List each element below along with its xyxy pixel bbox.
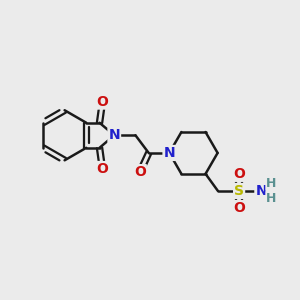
Text: O: O [233, 167, 245, 181]
Text: O: O [233, 201, 245, 215]
Text: N: N [255, 184, 267, 198]
Text: N: N [108, 128, 120, 142]
Text: O: O [97, 94, 108, 109]
Text: O: O [134, 165, 146, 179]
Text: S: S [234, 184, 244, 198]
Text: H: H [266, 192, 277, 205]
Text: O: O [97, 162, 108, 176]
Text: H: H [266, 177, 277, 190]
Text: N: N [164, 146, 175, 160]
